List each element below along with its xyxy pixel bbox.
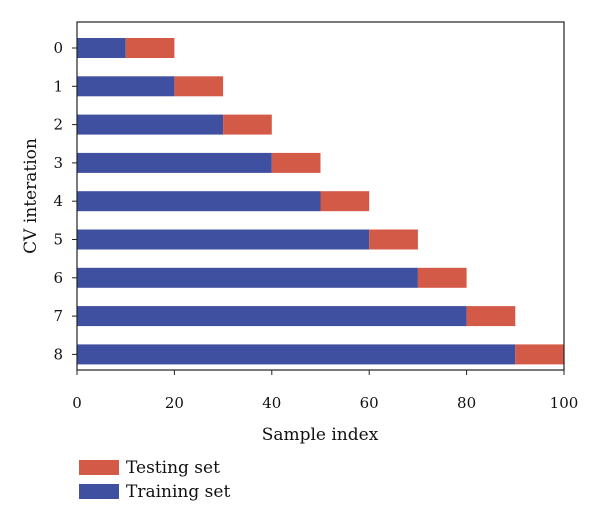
bar-testing-set-8 bbox=[515, 344, 564, 365]
bar-testing-set-5 bbox=[369, 229, 418, 250]
bar-training-set-6 bbox=[77, 267, 418, 288]
bar-testing-set-3 bbox=[271, 152, 321, 173]
y-tick-label-5: 5 bbox=[53, 231, 63, 249]
bar-testing-set-2 bbox=[223, 114, 272, 135]
y-tick-label-1: 1 bbox=[53, 77, 63, 95]
x-tick-label-0: 0 bbox=[72, 394, 82, 412]
legend-swatch-testing-set bbox=[79, 460, 119, 475]
bar-testing-set-0 bbox=[125, 38, 175, 58]
y-tick-label-4: 4 bbox=[53, 192, 63, 210]
bar-training-set-4 bbox=[77, 191, 321, 212]
bar-testing-set-4 bbox=[320, 191, 370, 212]
bar-testing-set-7 bbox=[466, 306, 516, 327]
bar-training-set-0 bbox=[77, 38, 126, 58]
y-tick-label-2: 2 bbox=[53, 116, 63, 134]
y-tick-label-3: 3 bbox=[53, 154, 63, 172]
y-tick-label-0: 0 bbox=[53, 39, 63, 57]
x-axis-title: Sample index bbox=[262, 425, 379, 445]
bar-testing-set-1 bbox=[174, 76, 224, 97]
bar-training-set-2 bbox=[77, 114, 224, 135]
legend-swatch-training-set bbox=[79, 484, 119, 499]
x-tick-label-100: 100 bbox=[550, 394, 579, 412]
legend: Testing set Training set bbox=[79, 458, 230, 502]
legend-label-training-set: Training set bbox=[126, 482, 230, 502]
y-tick-label-8: 8 bbox=[53, 345, 63, 363]
bar-training-set-3 bbox=[77, 152, 272, 173]
x-tick-label-60: 60 bbox=[360, 394, 379, 412]
y-axis-title: CV interation bbox=[21, 138, 41, 254]
legend-label-testing-set: Testing set bbox=[126, 458, 220, 478]
x-axis: 0 20 40 60 80 100 bbox=[72, 370, 578, 412]
plot-frame bbox=[76, 21, 565, 371]
x-tick-label-40: 40 bbox=[262, 394, 281, 412]
bar-training-set-5 bbox=[77, 229, 370, 250]
y-tick-label-7: 7 bbox=[53, 307, 63, 325]
x-tick-label-80: 80 bbox=[457, 394, 476, 412]
bar-training-set-8 bbox=[77, 344, 516, 365]
bar-training-set-1 bbox=[77, 76, 175, 97]
y-tick-label-6: 6 bbox=[53, 269, 63, 287]
y-axis: 0 1 2 3 4 5 6 7 8 bbox=[53, 39, 77, 363]
x-tick-label-20: 20 bbox=[165, 394, 184, 412]
bar-training-set-7 bbox=[77, 306, 467, 327]
bars-group bbox=[77, 38, 564, 365]
bar-testing-set-6 bbox=[417, 267, 467, 288]
